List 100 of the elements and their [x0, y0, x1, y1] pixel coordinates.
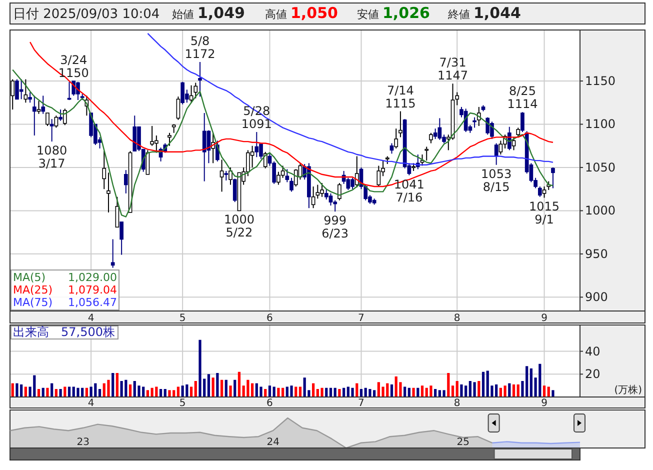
annotation: 7/31 1147: [437, 56, 468, 83]
candlestick: [254, 132, 259, 158]
annotation: 999 6/23: [322, 214, 349, 241]
candlestick: [472, 116, 476, 128]
bar: [24, 386, 27, 397]
x-tick-label: 4: [88, 313, 94, 324]
annotation: 7/14 1115: [385, 83, 416, 110]
y-tick-label: 950: [585, 246, 608, 261]
candlestick: [498, 140, 503, 156]
candlestick: [280, 165, 285, 178]
x-tick-label: 6: [266, 313, 273, 324]
x-tick-label: 23: [76, 437, 90, 448]
candlestick: [486, 116, 490, 136]
candlestick: [58, 109, 62, 122]
bar: [216, 373, 219, 397]
candlestick: [115, 196, 120, 228]
bar: [116, 373, 119, 397]
bar: [260, 386, 262, 397]
candlestick: [124, 170, 128, 194]
bar: [272, 386, 276, 397]
bar: [120, 381, 123, 397]
candlestick: [512, 136, 516, 151]
bar: [181, 386, 184, 397]
candlestick: [50, 118, 54, 142]
candlestick: [464, 108, 468, 133]
annotation: 3/24 1150: [58, 53, 89, 80]
candlestick: [46, 112, 50, 126]
candlestick: [54, 115, 58, 128]
text: 安値 1,026: [357, 4, 430, 22]
x-tick-label: 7: [358, 313, 364, 324]
candlestick: [220, 159, 224, 192]
bar: [516, 384, 520, 397]
x-tick-label: 6: [266, 398, 273, 409]
chart-title: 出来高 57,500株: [13, 325, 115, 339]
candlestick: [338, 182, 342, 201]
candlestick: [290, 177, 294, 192]
bar: [186, 384, 188, 397]
candlestick: [102, 150, 106, 190]
candlestick: [228, 166, 232, 186]
y-tick-label: 1050: [585, 160, 616, 174]
bar: [390, 384, 394, 397]
candlestick: [232, 178, 237, 203]
chart-title: 日付 2025/09/03 10:04: [13, 7, 160, 22]
candlestick: [376, 165, 381, 187]
bar: [124, 380, 128, 397]
bar: [107, 380, 110, 397]
candlestick: [538, 186, 542, 198]
annotation: 8/25 1114: [507, 84, 538, 112]
bar: [404, 386, 406, 397]
bar: [298, 386, 302, 397]
bar: [190, 386, 193, 397]
candlestick: [354, 156, 359, 188]
candlestick: [120, 221, 124, 256]
bar: [90, 386, 92, 397]
bar: [290, 386, 293, 397]
candlestick: [198, 61, 202, 98]
bar: [338, 389, 341, 397]
candlestick: [110, 238, 115, 268]
annotation: 1,029.00: [68, 271, 117, 284]
bar: [246, 380, 250, 397]
x-tick-label: 5: [179, 398, 186, 409]
candlestick: [394, 128, 398, 149]
candlestick: [328, 192, 333, 206]
bar: [16, 383, 18, 397]
bar: [64, 386, 66, 397]
bar: [46, 388, 49, 397]
x-tick-label: 8: [454, 398, 460, 409]
bar: [238, 372, 241, 397]
bar: [268, 386, 272, 397]
bar: [112, 373, 114, 397]
bar: [508, 383, 511, 397]
bar: [76, 388, 80, 397]
candlestick: [36, 100, 41, 114]
bar: [234, 380, 236, 397]
candlestick: [216, 140, 220, 162]
candlestick: [24, 78, 28, 104]
y-tick-label: 20: [585, 367, 600, 382]
y-tick-label: 1000: [585, 204, 616, 218]
annotation: 1,079.04: [68, 284, 117, 296]
bar: [478, 381, 480, 397]
candlestick: [390, 142, 394, 154]
y-axis-title: (万株): [614, 384, 642, 396]
x-tick-label: 8: [454, 313, 460, 324]
candlestick: [28, 92, 32, 104]
annotation: 1000 5/22: [224, 212, 254, 240]
candlestick: [424, 146, 429, 162]
candlestick: [276, 171, 280, 186]
bar: [512, 384, 516, 397]
text: 始値 1,049: [172, 4, 245, 22]
x-tick-label: 25: [456, 437, 470, 448]
bar: [473, 382, 476, 397]
bar: [207, 374, 210, 397]
candlestick: [41, 95, 46, 114]
annotation: 1015 9/1: [528, 200, 560, 227]
x-tick-label: 4: [88, 398, 94, 409]
text: MA(5): [13, 271, 46, 284]
annotation: 1080 3/17: [36, 144, 68, 171]
bar: [250, 383, 254, 397]
candlestick: [333, 200, 338, 212]
bar: [351, 388, 354, 397]
